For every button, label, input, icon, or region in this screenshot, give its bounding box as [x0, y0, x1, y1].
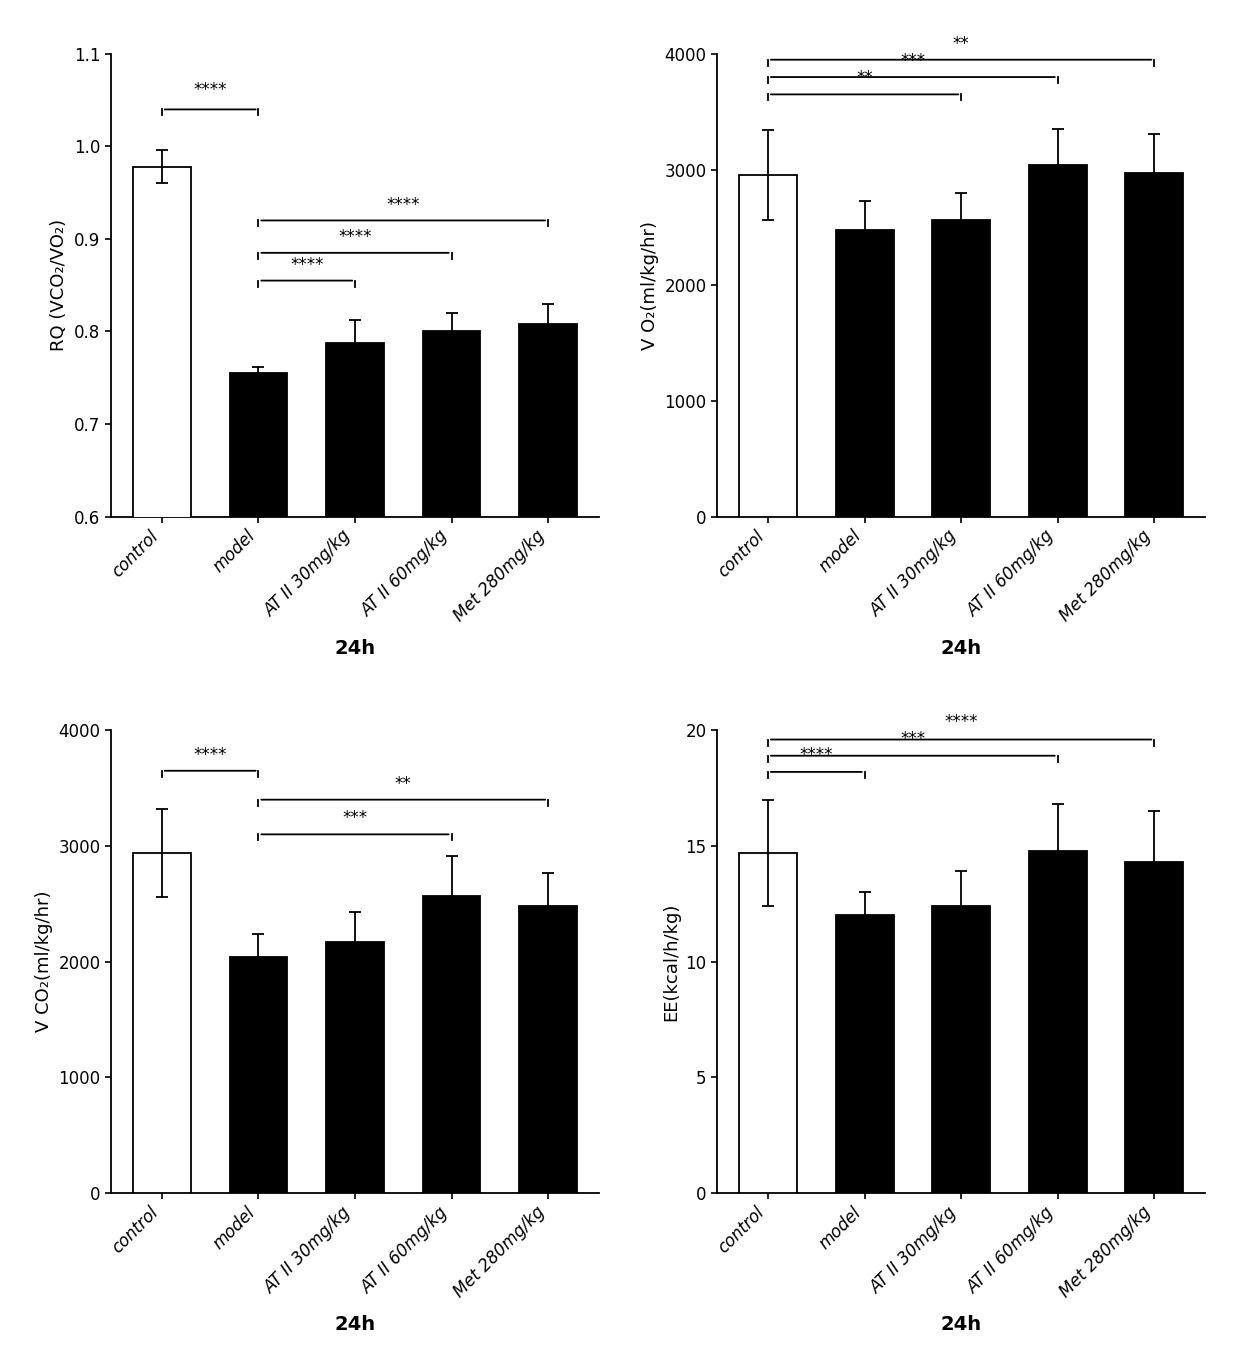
Text: ****: ****: [945, 713, 978, 731]
Text: ****: ****: [290, 256, 324, 274]
Bar: [133, 167, 191, 1072]
X-axis label: 24h: 24h: [941, 1316, 982, 1335]
Text: ****: ****: [193, 746, 227, 764]
Y-axis label: V CO₂(ml/kg/hr): V CO₂(ml/kg/hr): [35, 891, 53, 1032]
X-axis label: 24h: 24h: [941, 639, 982, 658]
Bar: [423, 895, 480, 1192]
Y-axis label: RQ (VCO₂/VO₂): RQ (VCO₂/VO₂): [51, 219, 68, 352]
Text: **: **: [952, 34, 970, 53]
Bar: [326, 344, 384, 1072]
Bar: [739, 175, 797, 516]
Bar: [1125, 172, 1183, 516]
Text: ***: ***: [900, 730, 925, 747]
Bar: [133, 853, 191, 1192]
Text: ****: ****: [387, 196, 420, 214]
Bar: [520, 324, 577, 1072]
Bar: [1029, 164, 1086, 516]
Bar: [836, 230, 894, 516]
Text: ***: ***: [342, 809, 367, 827]
Text: **: **: [394, 775, 412, 793]
Bar: [1125, 862, 1183, 1192]
Y-axis label: EE(kcal/h/kg): EE(kcal/h/kg): [662, 902, 680, 1021]
Bar: [326, 942, 384, 1192]
Text: ****: ****: [800, 746, 833, 764]
Bar: [520, 906, 577, 1192]
Bar: [229, 374, 288, 1072]
Bar: [932, 220, 990, 516]
Bar: [1029, 850, 1086, 1192]
Text: ****: ****: [339, 229, 372, 246]
Y-axis label: V O₂(ml/kg/hr): V O₂(ml/kg/hr): [641, 220, 658, 349]
Bar: [229, 957, 288, 1192]
Bar: [932, 906, 990, 1192]
Bar: [423, 331, 480, 1072]
Bar: [739, 853, 797, 1192]
X-axis label: 24h: 24h: [335, 639, 376, 658]
Bar: [836, 916, 894, 1192]
Text: ****: ****: [193, 81, 227, 100]
Text: ***: ***: [900, 52, 925, 70]
X-axis label: 24h: 24h: [335, 1316, 376, 1335]
Text: **: **: [856, 70, 873, 88]
